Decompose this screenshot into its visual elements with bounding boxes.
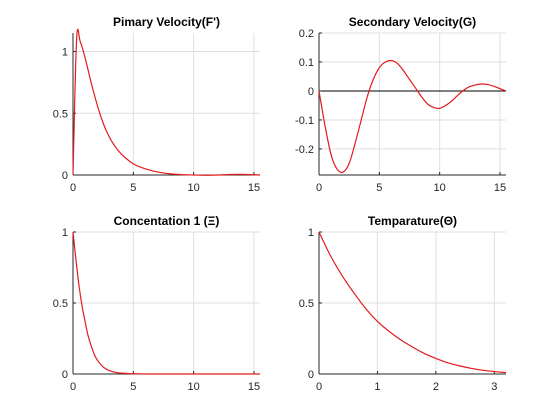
y-tick-label: 0.5 — [299, 298, 314, 310]
x-tick-label: 0 — [316, 381, 322, 393]
series-line — [318, 59, 507, 174]
y-tick-label: 1 — [308, 227, 314, 239]
x-tick-label: 3 — [491, 381, 497, 393]
y-tick-label: -0.1 — [295, 115, 314, 127]
x-tick-label: 0 — [316, 182, 322, 194]
plot-area — [73, 33, 260, 175]
y-tick-label: 0.2 — [299, 28, 314, 40]
x-tick-label: 5 — [130, 381, 136, 393]
plot-area — [319, 33, 506, 175]
x-tick-label: 5 — [376, 182, 382, 194]
x-tick-label: 5 — [130, 182, 136, 194]
panel-title: Temparature(Θ) — [368, 214, 457, 228]
panel-title: Secondary Velocity(G) — [349, 15, 476, 29]
y-tick-label: 0.5 — [53, 298, 68, 310]
y-tick-label: 1 — [62, 227, 68, 239]
y-tick-label: 0 — [308, 369, 314, 381]
x-tick-label: 10 — [188, 381, 200, 393]
y-tick-label: 1 — [62, 47, 68, 59]
panel-temperature: 0 1 2 3 0 0.5 1 Temparature(Θ) — [299, 214, 507, 393]
y-tick-label: 0 — [62, 170, 68, 182]
panel-title: Pimary Velocity(F') — [113, 15, 220, 29]
y-tick-label: 0.5 — [53, 108, 68, 120]
panel-title: Concentation 1 (Ξ) — [114, 214, 220, 228]
y-tick-label: 0.1 — [299, 57, 314, 69]
panel-secondary-velocity: 0 5 10 15 -0.2 -0.1 0 0.1 0.2 Secondary Velocity(… — [295, 15, 507, 194]
x-tick-label: 0 — [70, 381, 76, 393]
x-tick-label: 1 — [374, 381, 380, 393]
y-tick-label: -0.2 — [295, 144, 314, 156]
x-tick-label: 0 — [70, 182, 76, 194]
y-tick-label: 0 — [308, 86, 314, 98]
y-tick-label: 0 — [62, 369, 68, 381]
series-line — [72, 231, 261, 375]
series-line — [318, 231, 507, 374]
x-tick-label: 10 — [188, 182, 200, 194]
series-line — [72, 28, 261, 176]
x-tick-label: 10 — [434, 182, 446, 194]
x-tick-label: 15 — [248, 182, 260, 194]
panel-concentration: 0 5 10 15 0 0.5 1 Concentation 1 (Ξ) — [53, 214, 260, 393]
x-tick-label: 15 — [248, 381, 260, 393]
panel-primary-velocity: 0 5 10 15 0 0.5 1 Pimary Velocity(F') — [53, 15, 260, 194]
x-tick-label: 2 — [433, 381, 439, 393]
x-tick-label: 15 — [494, 182, 506, 194]
